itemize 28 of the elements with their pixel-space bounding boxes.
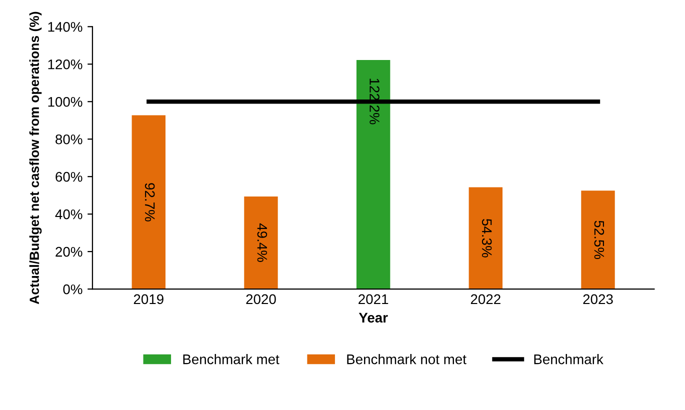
y-tick-label: 20%	[56, 246, 82, 257]
data-label: 54.3%	[482, 219, 492, 258]
y-tick-label: 100%	[48, 96, 82, 107]
bar	[132, 115, 166, 290]
x-axis-title: Year	[358, 312, 388, 323]
y-axis-title: Actual/Budget net casflow from operations (%)	[29, 12, 42, 304]
legend-label: Benchmark not met	[347, 354, 466, 364]
y-tick-label: 60%	[56, 172, 82, 182]
data-label: 92.7%	[144, 183, 155, 222]
y-tick-label: 120%	[48, 59, 82, 70]
data-label: 122.2%	[370, 78, 380, 124]
legend-label: Benchmark	[534, 354, 604, 364]
y-tick-label: 80%	[56, 134, 82, 144]
data-label: 49.4%	[257, 223, 268, 262]
x-tick-label: 2019	[134, 294, 164, 304]
data-label: 52.5%	[594, 220, 604, 260]
bar	[244, 196, 278, 290]
bar	[581, 190, 615, 290]
y-tick-label: 40%	[55, 209, 82, 220]
x-tick-label: 2021	[358, 294, 388, 304]
legend-label: Benchmark met	[183, 354, 280, 364]
y-tick-label: 0%	[63, 284, 82, 294]
bar	[468, 187, 503, 290]
x-tick-label: 2022	[470, 294, 500, 304]
x-tick-label: 2023	[583, 294, 613, 304]
x-tick-label: 2020	[246, 294, 276, 304]
bar	[356, 60, 390, 290]
y-tick-label: 140%	[48, 22, 82, 32]
